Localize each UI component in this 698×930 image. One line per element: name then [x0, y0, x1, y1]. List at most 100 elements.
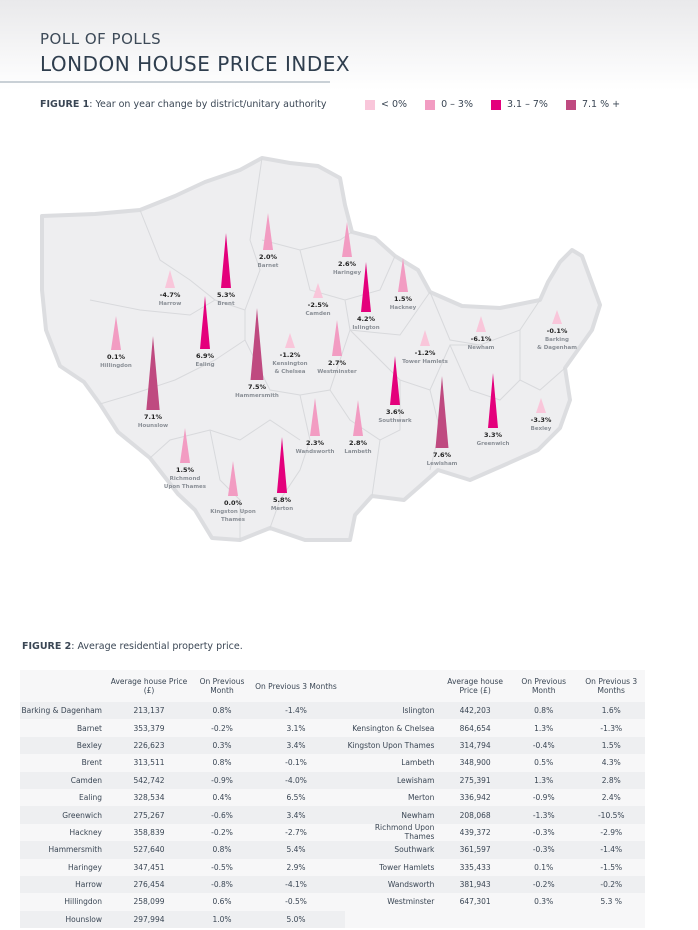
district-cell: Westminster: [387, 897, 435, 907]
column-header: On Previous 3 Months: [255, 681, 337, 691]
legend-swatch: [365, 99, 375, 110]
legend-item: < 0%: [365, 99, 407, 110]
price-cell: 258,099: [133, 897, 165, 907]
figure2-text: : Average residential property price.: [71, 641, 243, 652]
marker-district-name: Merton: [271, 506, 293, 512]
marker-district-name: Brent: [217, 301, 235, 307]
district-cell: Camden: [70, 775, 102, 785]
district-cell: Lewisham: [396, 775, 435, 785]
three-month-change-cell: 3.4%: [286, 740, 306, 750]
marker-value: 1.5%: [394, 295, 413, 303]
marker-district-name: Westminster: [317, 369, 357, 375]
three-month-change-cell: 2.4%: [601, 793, 621, 803]
map-outline: [40, 156, 602, 542]
marker-value: 0.0%: [224, 499, 243, 507]
price-cell: 647,301: [459, 897, 491, 907]
district-cell: Islington: [402, 706, 435, 716]
price-cell: 275,267: [133, 810, 165, 820]
marker-value: 4.2%: [357, 315, 376, 323]
kicker: POLL OF POLLS: [40, 30, 162, 48]
marker-barking-dagenham: [552, 310, 562, 324]
marker-district-name: Bexley: [531, 426, 552, 432]
table-row: Lambeth 348,900 0.5% 4.3%: [345, 754, 645, 771]
district-cell: Hammersmith: [48, 845, 102, 855]
marker-value: -3.3%: [531, 416, 552, 424]
column-header: On Previous Month: [521, 677, 567, 695]
price-cell: 442,203: [459, 706, 491, 716]
district-cell: Harrow: [75, 880, 102, 890]
table-row: Camden 542,742 -0.9% -4.0%: [20, 771, 345, 789]
price-cell: 381,943: [459, 880, 491, 890]
legend-item: 0 – 3%: [425, 99, 473, 110]
district-cell: Southwark: [394, 845, 435, 855]
column-header: Average house Price (£): [110, 677, 188, 695]
district-cell: Bexley: [76, 740, 102, 750]
marker-value: -1.2%: [280, 351, 301, 359]
table-row: Harrow 276,454 -0.8% -4.1%: [20, 875, 345, 894]
marker-district-name: Hackney: [390, 305, 417, 311]
legend-label: 3.1 – 7%: [506, 99, 548, 110]
three-month-change-cell: 6.5%: [286, 793, 306, 803]
three-month-change-cell: -10.5%: [597, 810, 625, 820]
table-row: Kingston Upon Thames 314,794 -0.4% 1.5%: [345, 736, 645, 755]
three-month-change-cell: 2.9%: [286, 862, 306, 872]
marker-ealing: [200, 296, 210, 349]
month-change-cell: 0.8%: [534, 706, 554, 716]
district-cell: Hounslow: [65, 914, 102, 924]
marker-kingston-upon-thames: [228, 461, 238, 496]
marker-wandsworth: [310, 398, 320, 436]
table-row: Hackney 358,839 -0.2% -2.7%: [20, 824, 345, 841]
price-cell: 226,623: [133, 740, 165, 750]
three-month-change-cell: 5.0%: [286, 914, 306, 924]
marker-greenwich: [488, 373, 498, 428]
month-change-cell: 0.3%: [534, 897, 554, 907]
marker-district-name: Richmond Upon Thames: [164, 476, 207, 490]
column-header: On Previous Month: [199, 677, 245, 695]
three-month-change-cell: -1.3%: [600, 723, 623, 733]
legend-item: 7.1 % +: [565, 99, 620, 110]
district-cell: Tower Hamlets: [379, 862, 435, 872]
marker-district-name: Wandsworth: [296, 449, 335, 455]
marker-district-name: Hammersmith: [235, 393, 279, 399]
marker-value: 6.9%: [196, 352, 215, 360]
marker-value: 2.6%: [338, 260, 357, 268]
month-change-cell: -1.3%: [532, 810, 555, 820]
marker-brent: [221, 233, 231, 288]
marker-district-name: Tower Hamlets: [402, 359, 449, 365]
marker-lambeth: [353, 400, 363, 436]
table-row: Hounslow 297,994 1.0% 5.0%: [20, 910, 345, 929]
district-cell: Newham: [401, 810, 435, 820]
table-row: Lewisham 275,391 1.3% 2.8%: [345, 771, 645, 789]
column-header: Average house Price (£): [447, 677, 504, 695]
marker-value: 2.8%: [349, 439, 368, 447]
marker-tower-hamlets: [420, 330, 430, 346]
marker-district-name: Hounslow: [138, 423, 168, 429]
three-month-change-cell: -2.9%: [600, 827, 623, 837]
month-change-cell: -0.9%: [532, 793, 555, 803]
month-change-cell: -0.2%: [532, 880, 555, 890]
legend-swatch: [490, 99, 501, 110]
table-header: Average house Price (£) On Previous Month…: [20, 670, 345, 702]
three-month-change-cell: -0.1%: [285, 758, 307, 768]
marker-district-name: Hillingdon: [100, 363, 132, 369]
price-cell: 313,511: [133, 758, 165, 768]
figure1-caption: FIGURE 1: Year on year change by distric…: [40, 99, 326, 110]
month-change-cell: -0.2%: [211, 827, 233, 837]
price-cell: 361,597: [459, 845, 491, 855]
table-row: Barnet 353,379 -0.2% 3.1%: [20, 719, 345, 736]
marker-district-name: Harrow: [159, 301, 182, 307]
month-change-cell: -0.8%: [211, 880, 233, 890]
marker-value: 7.5%: [248, 383, 267, 391]
month-change-cell: 1.3%: [534, 723, 554, 733]
table-row: Barking & Dagenham 213,137 0.8% -1.4%: [20, 702, 345, 720]
marker-value: 2.7%: [328, 359, 347, 367]
marker-value: -0.1%: [547, 327, 568, 335]
marker-camden: [313, 283, 323, 298]
table-row: Tower Hamlets 335,433 0.1% -1.5%: [345, 859, 645, 876]
marker-value: -4.7%: [160, 291, 181, 299]
three-month-change-cell: 3.1%: [286, 723, 306, 733]
table-row: Haringey 347,451 -0.5% 2.9%: [20, 859, 345, 876]
legend-label: 0 – 3%: [441, 99, 473, 110]
month-change-cell: 0.8%: [212, 845, 232, 855]
